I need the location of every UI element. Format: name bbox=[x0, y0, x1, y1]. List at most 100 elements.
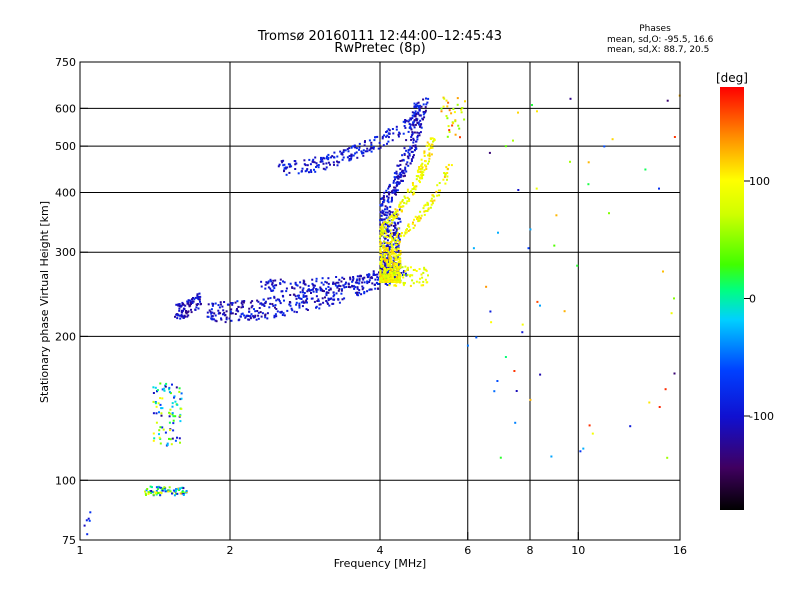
data-point bbox=[249, 301, 252, 304]
data-point bbox=[421, 276, 424, 279]
data-point bbox=[417, 123, 420, 126]
data-point bbox=[497, 231, 499, 234]
data-point bbox=[283, 281, 286, 284]
data-point bbox=[322, 283, 325, 286]
data-point bbox=[261, 303, 264, 306]
data-point bbox=[426, 101, 429, 104]
data-point bbox=[161, 489, 164, 492]
data-point bbox=[363, 291, 366, 293]
data-point bbox=[342, 156, 345, 159]
data-point bbox=[395, 193, 397, 196]
data-point bbox=[413, 102, 416, 105]
data-point bbox=[393, 231, 396, 234]
colorbar-tick-label: -100 bbox=[749, 410, 774, 423]
data-point bbox=[446, 105, 449, 108]
data-point bbox=[392, 277, 395, 280]
data-point bbox=[402, 282, 405, 285]
data-point bbox=[315, 290, 318, 293]
data-point bbox=[422, 103, 425, 106]
data-point bbox=[658, 187, 660, 190]
data-point bbox=[430, 197, 433, 200]
data-point bbox=[273, 287, 276, 290]
data-point bbox=[348, 155, 351, 157]
data-point bbox=[384, 268, 387, 270]
data-point bbox=[266, 312, 269, 315]
data-point bbox=[412, 221, 414, 224]
data-point bbox=[325, 166, 328, 169]
data-point bbox=[393, 172, 396, 175]
data-point bbox=[363, 292, 366, 295]
data-point bbox=[428, 143, 431, 146]
data-point bbox=[408, 225, 411, 228]
data-point bbox=[391, 139, 394, 142]
data-point bbox=[420, 126, 423, 129]
data-point bbox=[379, 270, 382, 273]
data-point bbox=[408, 126, 411, 129]
data-point bbox=[386, 278, 389, 281]
data-point bbox=[429, 199, 432, 202]
data-point bbox=[431, 137, 434, 140]
data-point bbox=[176, 317, 179, 320]
data-point bbox=[539, 304, 541, 307]
data-point bbox=[343, 277, 346, 280]
data-point bbox=[392, 243, 395, 246]
data-point bbox=[413, 131, 416, 134]
data-point bbox=[182, 316, 185, 319]
data-point bbox=[310, 171, 313, 173]
data-point bbox=[673, 372, 676, 375]
data-point bbox=[418, 132, 421, 135]
data-point bbox=[414, 123, 417, 126]
data-point bbox=[392, 239, 395, 242]
data-point bbox=[240, 313, 243, 316]
data-point bbox=[391, 199, 393, 202]
data-point bbox=[461, 107, 464, 109]
data-point bbox=[339, 285, 342, 288]
data-point bbox=[308, 288, 310, 291]
data-point bbox=[446, 117, 449, 120]
data-point bbox=[239, 315, 242, 318]
data-point bbox=[648, 401, 651, 404]
data-point bbox=[303, 283, 306, 286]
data-point bbox=[426, 281, 429, 284]
data-point bbox=[397, 247, 400, 250]
data-point bbox=[222, 313, 224, 316]
data-point bbox=[341, 158, 344, 161]
data-point bbox=[419, 177, 422, 180]
data-point bbox=[383, 269, 386, 272]
data-point bbox=[382, 267, 385, 270]
data-point bbox=[174, 400, 177, 403]
data-point bbox=[394, 278, 397, 280]
data-point bbox=[429, 137, 432, 140]
data-point bbox=[271, 282, 274, 284]
data-point bbox=[332, 156, 335, 159]
data-point bbox=[429, 206, 432, 209]
data-point bbox=[413, 268, 416, 271]
data-point bbox=[302, 296, 305, 298]
data-point bbox=[405, 272, 407, 275]
data-point bbox=[275, 299, 278, 302]
data-point bbox=[379, 235, 382, 238]
data-point bbox=[387, 191, 390, 194]
data-point bbox=[412, 139, 415, 142]
data-point bbox=[382, 258, 385, 261]
data-point bbox=[178, 309, 181, 312]
data-point bbox=[352, 277, 355, 280]
data-point bbox=[370, 143, 373, 146]
data-point bbox=[169, 408, 172, 411]
data-point bbox=[395, 170, 398, 173]
data-point bbox=[198, 292, 201, 295]
data-point bbox=[425, 165, 428, 168]
data-point bbox=[414, 146, 417, 149]
data-point bbox=[234, 313, 237, 315]
data-point bbox=[384, 229, 387, 232]
data-point bbox=[459, 136, 461, 139]
data-point bbox=[283, 167, 286, 170]
data-point bbox=[264, 316, 267, 319]
data-point bbox=[582, 447, 585, 450]
data-point bbox=[327, 282, 330, 285]
data-point bbox=[162, 428, 165, 431]
data-point bbox=[297, 172, 300, 175]
data-point bbox=[417, 218, 420, 221]
data-point bbox=[295, 162, 298, 165]
